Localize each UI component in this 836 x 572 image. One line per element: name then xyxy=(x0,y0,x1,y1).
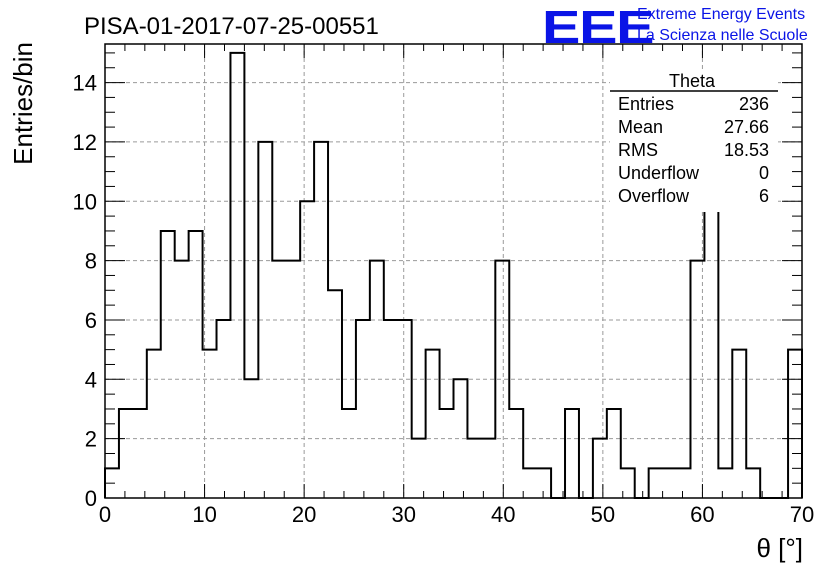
stats-title: Theta xyxy=(669,71,716,91)
x-tick-label: 60 xyxy=(690,502,714,527)
y-tick-label: 4 xyxy=(85,367,97,392)
stats-label: Mean xyxy=(618,117,663,137)
stats-label: Overflow xyxy=(618,186,690,206)
histogram-outline xyxy=(104,51,803,499)
y-tick-label: 2 xyxy=(85,427,97,452)
stats-value: 0 xyxy=(759,163,769,183)
x-tick-label: 10 xyxy=(192,502,216,527)
plot-frame xyxy=(104,43,803,499)
stats-value: 236 xyxy=(739,94,769,114)
y-tick-label: 10 xyxy=(73,189,97,214)
eee-logo-mark: EEE xyxy=(542,2,653,53)
x-tick-label: 0 xyxy=(99,502,111,527)
y-tick-label: 14 xyxy=(73,71,97,96)
eee-logo: EEE Extreme Energy Events La Scienza nel… xyxy=(542,2,808,53)
stats-value: 18.53 xyxy=(724,140,769,160)
stats-label: Underflow xyxy=(618,163,700,183)
y-tick-label: 8 xyxy=(85,249,97,274)
y-axis-label: Entries/bin xyxy=(8,42,38,165)
x-tick-label: 70 xyxy=(790,502,814,527)
y-tick-label: 6 xyxy=(85,308,97,333)
grid-lines xyxy=(105,44,802,498)
logo-line-1: Extreme Energy Events xyxy=(637,6,805,23)
stats-value: 6 xyxy=(759,186,769,206)
logo-line-2: La Scienza nelle Scuole xyxy=(637,27,808,44)
y-tick-label: 12 xyxy=(73,130,97,155)
stats-box: Theta Entries 236 Mean 27.66 RMS 18.53 Underfl… xyxy=(610,71,778,212)
x-tick-label: 40 xyxy=(491,502,515,527)
x-tick-label: 30 xyxy=(391,502,415,527)
y-tick-label: 0 xyxy=(85,486,97,511)
x-tick-labels: 0 10 20 30 40 50 60 70 xyxy=(99,502,814,527)
x-tick-label: 50 xyxy=(591,502,615,527)
stats-label: RMS xyxy=(618,140,658,160)
x-axis-label: θ [°] xyxy=(756,533,803,563)
x-tick-label: 20 xyxy=(292,502,316,527)
stats-label: Entries xyxy=(618,94,674,114)
y-tick-labels: 0 2 4 6 8 10 12 14 xyxy=(73,71,97,511)
stats-value: 27.66 xyxy=(724,117,769,137)
chart-title: PISA-01-2017-07-25-00551 xyxy=(84,13,379,40)
